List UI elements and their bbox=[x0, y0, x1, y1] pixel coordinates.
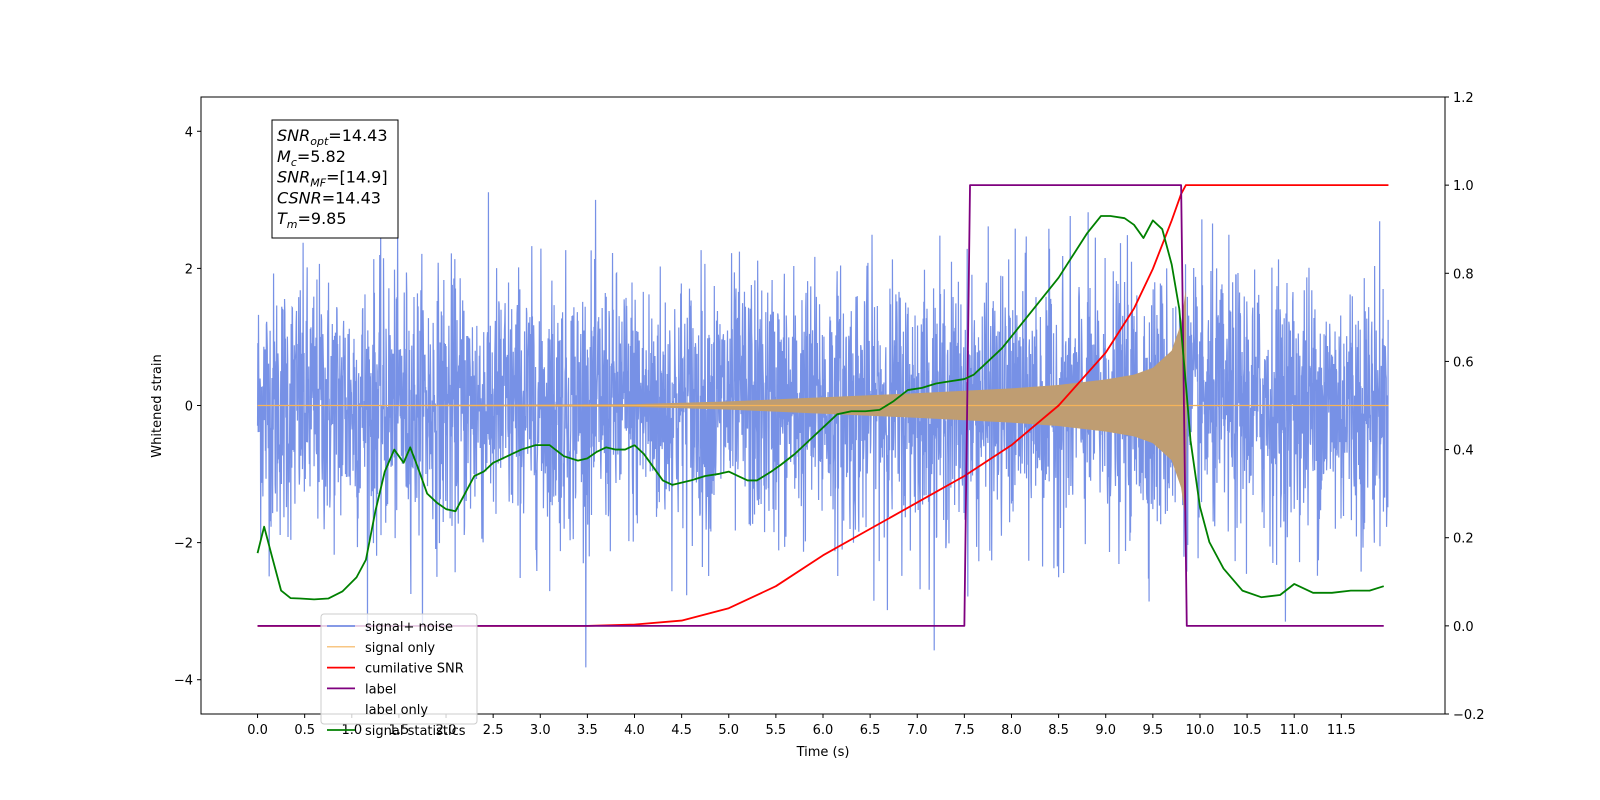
x-tick-label: 7.5 bbox=[954, 723, 975, 738]
x-tick-label: 1.5 bbox=[389, 723, 410, 738]
y-tick-label-left: −4 bbox=[174, 674, 193, 689]
y-tick-label-right: 1.0 bbox=[1453, 179, 1474, 194]
y-tick-label-left: 0 bbox=[185, 400, 193, 415]
legend: signal+ noise signal only cumilative SNR la… bbox=[320, 613, 478, 739]
y-tick-label-right: 0.0 bbox=[1453, 620, 1474, 635]
y-tick-label-left: 2 bbox=[185, 262, 193, 277]
y-tick-label-right: 0.2 bbox=[1453, 532, 1474, 547]
x-tick-label: 0.0 bbox=[247, 723, 268, 738]
legend-frame bbox=[320, 613, 478, 725]
x-tick-label: 9.0 bbox=[1095, 723, 1116, 738]
x-tick-label: 6.5 bbox=[860, 723, 881, 738]
annotation-line: Mc=5.82 bbox=[277, 147, 346, 169]
annotation-line: CSNR=14.43 bbox=[277, 188, 381, 207]
x-tick-label: 11.5 bbox=[1327, 723, 1356, 738]
x-tick-label: 5.5 bbox=[766, 723, 787, 738]
x-tick-label: 4.5 bbox=[671, 723, 692, 738]
y-tick-label-left: 4 bbox=[185, 125, 193, 140]
x-tick-label: 2.5 bbox=[483, 723, 504, 738]
legend-entry-label: signal statistics bbox=[365, 724, 466, 739]
annotation-line: SNRopt=14.43 bbox=[277, 126, 388, 148]
annotation-box: SNRopt=14.43Mc=5.82SNRMF=[14.9]CSNR=14.4… bbox=[271, 119, 399, 239]
x-axis-label: Time (s) bbox=[796, 745, 850, 760]
x-tick-label: 10.5 bbox=[1233, 723, 1262, 738]
legend-entry-label: signal only bbox=[365, 641, 435, 656]
legend-entry-label: cumilative SNR bbox=[365, 662, 464, 677]
series-cumulative-snr-line bbox=[257, 184, 1389, 627]
x-tick-label: 0.5 bbox=[294, 723, 315, 738]
annotation-line: SNRMF=[14.9] bbox=[277, 168, 388, 190]
x-tick-label: 7.0 bbox=[907, 723, 928, 738]
y-tick-label-right: 0.6 bbox=[1453, 355, 1474, 370]
y-tick-label-right: 0.4 bbox=[1453, 444, 1474, 459]
series-signal-noise-line bbox=[256, 192, 1389, 668]
y-axis-label-left: Whitened strain bbox=[150, 354, 165, 457]
x-tick-label: 9.5 bbox=[1143, 723, 1164, 738]
series-label-line bbox=[257, 184, 1384, 627]
x-tick-label: 3.0 bbox=[530, 723, 551, 738]
x-tick-label: 3.5 bbox=[577, 723, 598, 738]
plot-area bbox=[256, 184, 1389, 668]
x-tick-label: 10.0 bbox=[1185, 723, 1214, 738]
x-tick-label: 4.0 bbox=[624, 723, 645, 738]
x-tick-label: 2.0 bbox=[436, 723, 457, 738]
series-signal-statistics-line bbox=[256, 215, 1385, 601]
axes: 0.0 0.5 1.0 1.5 2.0 2.5 3.0 3.5 4.0 4.5 5.0 5.5 6.0 6… bbox=[174, 91, 1485, 738]
x-tick-label: 11.0 bbox=[1280, 723, 1309, 738]
x-tick-label: 8.0 bbox=[1001, 723, 1022, 738]
x-tick-label: 8.5 bbox=[1048, 723, 1069, 738]
legend-entry-label: label only bbox=[365, 703, 428, 718]
legend-entry-label: signal+ noise bbox=[365, 620, 453, 635]
y-tick-label-left: −2 bbox=[174, 537, 193, 552]
legend-entry-label: label bbox=[365, 682, 396, 697]
x-tick-label: 6.0 bbox=[813, 723, 834, 738]
y-tick-label-right: 0.8 bbox=[1453, 267, 1474, 282]
annotation-line: Tm=9.85 bbox=[277, 209, 347, 231]
y-tick-label-right: −0.2 bbox=[1453, 708, 1485, 723]
y-tick-label-right: 1.2 bbox=[1453, 91, 1474, 106]
annotation-frame bbox=[271, 119, 399, 239]
x-tick-label: 5.0 bbox=[718, 723, 739, 738]
